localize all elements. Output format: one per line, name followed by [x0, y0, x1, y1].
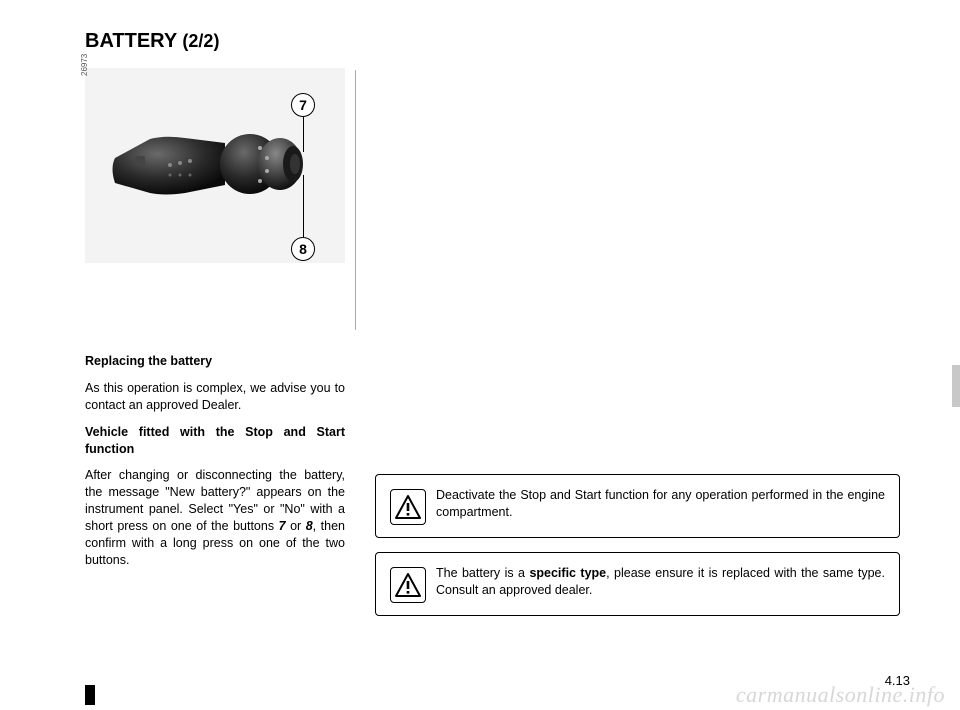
title-main: BATTERY	[85, 30, 182, 52]
wiper-stalk-illustration	[105, 123, 325, 213]
warning-triangle-icon	[390, 567, 426, 603]
warning-icon-wrap-1	[390, 489, 426, 525]
footer-black-bar	[85, 685, 95, 705]
title-sub: (2/2)	[182, 31, 219, 51]
para-replacing: As this operation is complex, we advise …	[85, 380, 345, 414]
warning-triangle-icon	[390, 489, 426, 525]
figure-box: 26973	[85, 68, 345, 263]
heading-replacing: Replacing the battery	[85, 353, 345, 370]
para2-d: 8	[306, 519, 313, 533]
column-divider	[355, 70, 356, 330]
figure-code: 26973	[80, 54, 89, 76]
side-tab	[952, 365, 960, 407]
warning2-a: The battery is a	[436, 566, 529, 580]
para2-c: or	[286, 519, 306, 533]
warning-box-1: Deactivate the Stop and Start function f…	[375, 474, 900, 538]
callout-8: 8	[291, 237, 315, 261]
page-title: BATTERY (2/2)	[85, 30, 345, 53]
right-column: Deactivate the Stop and Start function f…	[375, 30, 910, 690]
warning-box-2: The battery is a specific type, please e…	[375, 552, 900, 616]
para-stopstart: After changing or disconnecting the batt…	[85, 467, 345, 568]
warning-icon-wrap-2	[390, 567, 426, 603]
watermark: carmanualsonline.info	[736, 682, 945, 708]
callout-7: 7	[291, 93, 315, 117]
warning1-text: Deactivate the Stop and Start function f…	[436, 488, 885, 519]
left-column: BATTERY (2/2) 26973	[85, 30, 345, 690]
callout-line-8	[303, 175, 305, 237]
warning2-b: specific type	[529, 566, 606, 580]
para2-b: 7	[279, 519, 286, 533]
callout-line-7	[303, 117, 305, 152]
heading-stopstart: Vehicle fitted with the Stop and Start f…	[85, 424, 345, 458]
